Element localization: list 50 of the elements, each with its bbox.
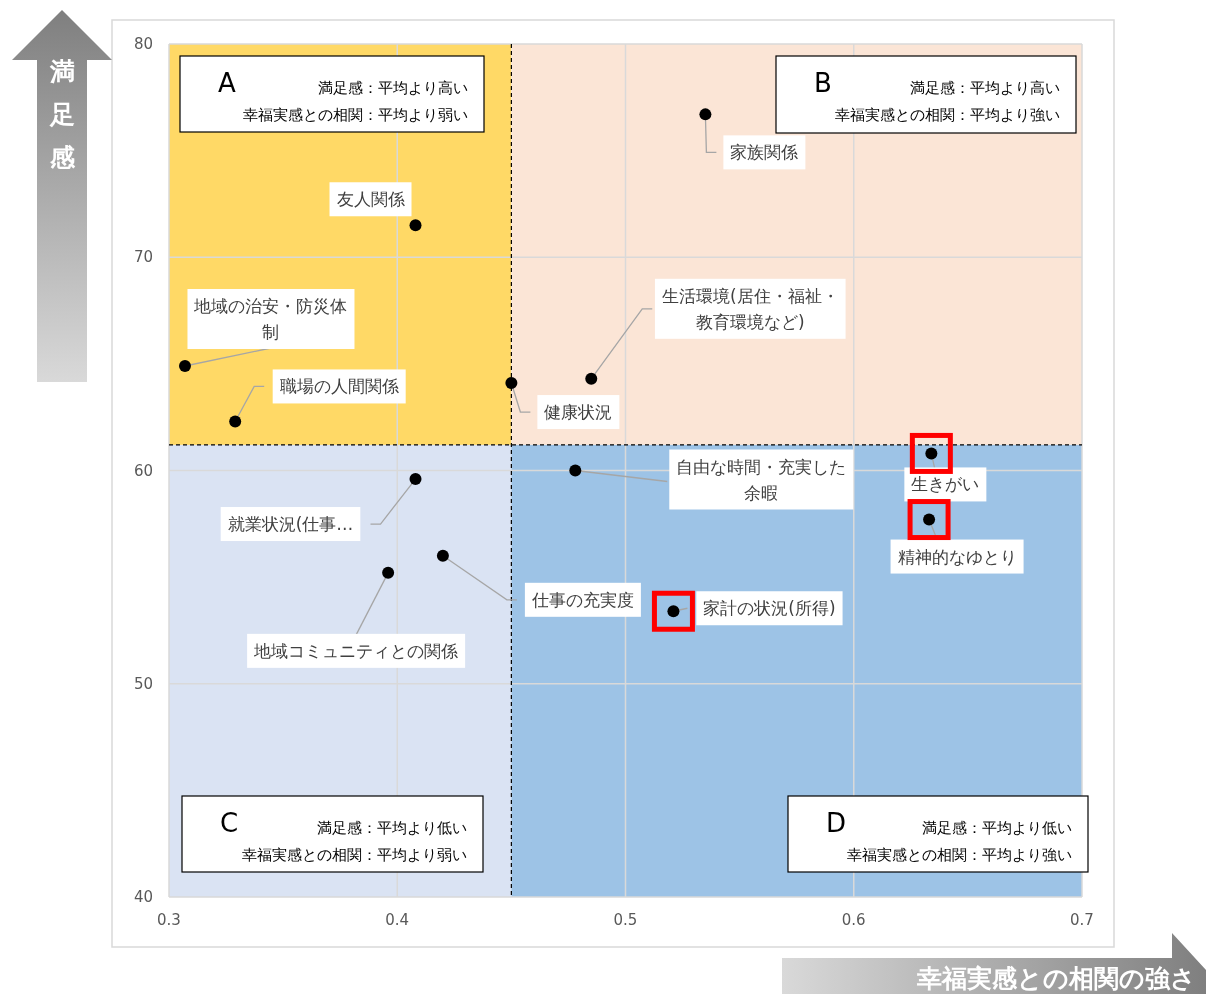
y-axis-title: 満足感 [48, 57, 76, 172]
point [229, 415, 242, 428]
annotation: 生活環境(居住・福祉・教育環境など) [661, 285, 839, 332]
annotation: 地域コミュニティとの関係 [253, 640, 459, 661]
annotation: 精神的なゆとり [897, 546, 1017, 567]
annotation: 健康状況 [544, 402, 613, 423]
annotation: 生きがい [911, 474, 980, 495]
x-tick-label: 0.5 [613, 911, 638, 929]
band-label: A [218, 68, 236, 98]
annotation: 家族関係 [730, 142, 799, 163]
annotation: 仕事の充実度 [530, 589, 634, 610]
x-axis-title: 幸福実感との相関の強さ [916, 964, 1196, 993]
point [651, 590, 695, 632]
annotation: 満足感：平均より低い [922, 819, 1072, 837]
annotation: 友人関係 [336, 189, 405, 210]
band-label: C [220, 808, 239, 838]
x-tick-label: 0.7 [1070, 911, 1094, 929]
point [585, 372, 598, 385]
point [409, 219, 422, 232]
point [699, 108, 712, 121]
annotation: 地域の治安・防災体制 [193, 296, 348, 343]
y-tick-label: 70 [133, 248, 153, 267]
point [178, 360, 191, 373]
annotation: 満足感：平均より高い [910, 79, 1060, 97]
point [907, 499, 951, 541]
annotation: 就業状況(仕事… [227, 514, 354, 535]
point [505, 377, 518, 390]
annotation: 幸福実感との相関：平均より弱い [243, 106, 468, 124]
annotation: 満足感：平均より高い [318, 79, 468, 97]
annotation: 自由な時間・充実した余暇 [676, 456, 847, 503]
y-tick-label: 60 [133, 461, 153, 480]
annotation: 幸福実感との相関：平均より弱い [242, 846, 467, 864]
point [569, 464, 582, 477]
y-tick-label: 50 [133, 674, 153, 693]
annotation: 職場の人間関係 [279, 376, 399, 397]
annotation: 家計の状況(所得) [703, 598, 836, 619]
band-label: D [826, 808, 847, 838]
y-tick-label: 80 [133, 35, 153, 53]
y-tick-label: 40 [133, 888, 153, 906]
x-tick-label: 0.3 [157, 911, 181, 929]
annotation: 満足感：平均より低い [317, 819, 467, 837]
point [909, 432, 953, 474]
point [436, 549, 449, 562]
point [382, 566, 395, 579]
annotation: 幸福実感との相関：平均より強い [847, 846, 1072, 864]
x-tick-label: 0.4 [385, 911, 410, 929]
annotation: 幸福実感との相関：平均より強い [835, 106, 1060, 124]
band-label: B [814, 68, 832, 98]
point [409, 473, 422, 486]
x-tick-label: 0.6 [841, 911, 866, 929]
